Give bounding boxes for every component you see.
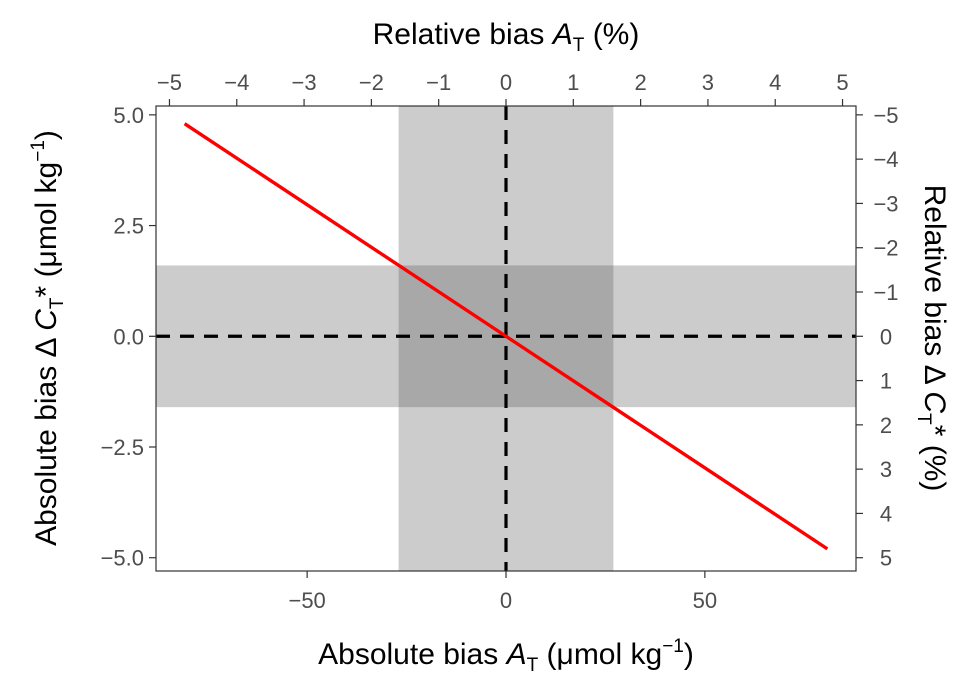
- x2-tick-label: −1: [426, 70, 451, 95]
- x2-tick-label: −4: [224, 70, 249, 95]
- y2-tick-label: 4: [880, 501, 892, 526]
- x-tick-label: 0: [500, 588, 512, 613]
- x-tick-label: −50: [288, 588, 325, 613]
- x2-axis-title: Relative bias AT (%): [373, 18, 640, 56]
- y2-tick-label: 5: [880, 546, 892, 571]
- y2-tick-label: 2: [880, 413, 892, 438]
- x2-tick-label: 0: [500, 70, 512, 95]
- x2-tick-label: 2: [634, 70, 646, 95]
- y-tick-label: −5.0: [101, 546, 144, 571]
- y2-tick-label: 1: [880, 369, 892, 394]
- y2-tick-label: 3: [880, 457, 892, 482]
- y2-tick-label: −4: [873, 147, 898, 172]
- y-axis-title: Absolute bias Δ CT* (μmol kg−1): [28, 130, 68, 546]
- x2-tick-label: 1: [567, 70, 579, 95]
- x2-tick-label: 4: [769, 70, 781, 95]
- y-tick-label: 5.0: [113, 103, 144, 128]
- x-axis-bottom: −50 0 50: [288, 571, 717, 613]
- y2-tick-label: −3: [873, 191, 898, 216]
- x2-tick-label: −3: [292, 70, 317, 95]
- y-tick-label: 0.0: [113, 324, 144, 349]
- y-axis-left: 5.0 2.5 0.0 −2.5 −5.0: [101, 103, 156, 571]
- y2-axis-title: Relative bias Δ CT* (%): [913, 185, 951, 492]
- x2-tick-label: −5: [157, 70, 182, 95]
- x2-tick-label: 5: [836, 70, 848, 95]
- y-tick-label: 2.5: [113, 214, 144, 239]
- y2-tick-label: −2: [873, 236, 898, 261]
- y2-tick-label: 0: [880, 324, 892, 349]
- y-axis-right: −5 −4 −3 −2 −1 0 1 2 3 4 5: [856, 103, 899, 571]
- series-layer: [183, 122, 829, 551]
- x2-tick-label: 3: [702, 70, 714, 95]
- y2-tick-label: −5: [873, 103, 898, 128]
- x-axis-title: Absolute bias AT (μmol kg−1): [318, 636, 694, 676]
- y2-tick-label: −1: [873, 280, 898, 305]
- y-tick-label: −2.5: [101, 435, 144, 460]
- series-line-0: [183, 122, 829, 551]
- x2-tick-label: −2: [359, 70, 384, 95]
- x-tick-label: 50: [693, 588, 717, 613]
- x-axis-top: −5 −4 −3 −2 −1 0 1 2 3 4 5: [157, 70, 849, 106]
